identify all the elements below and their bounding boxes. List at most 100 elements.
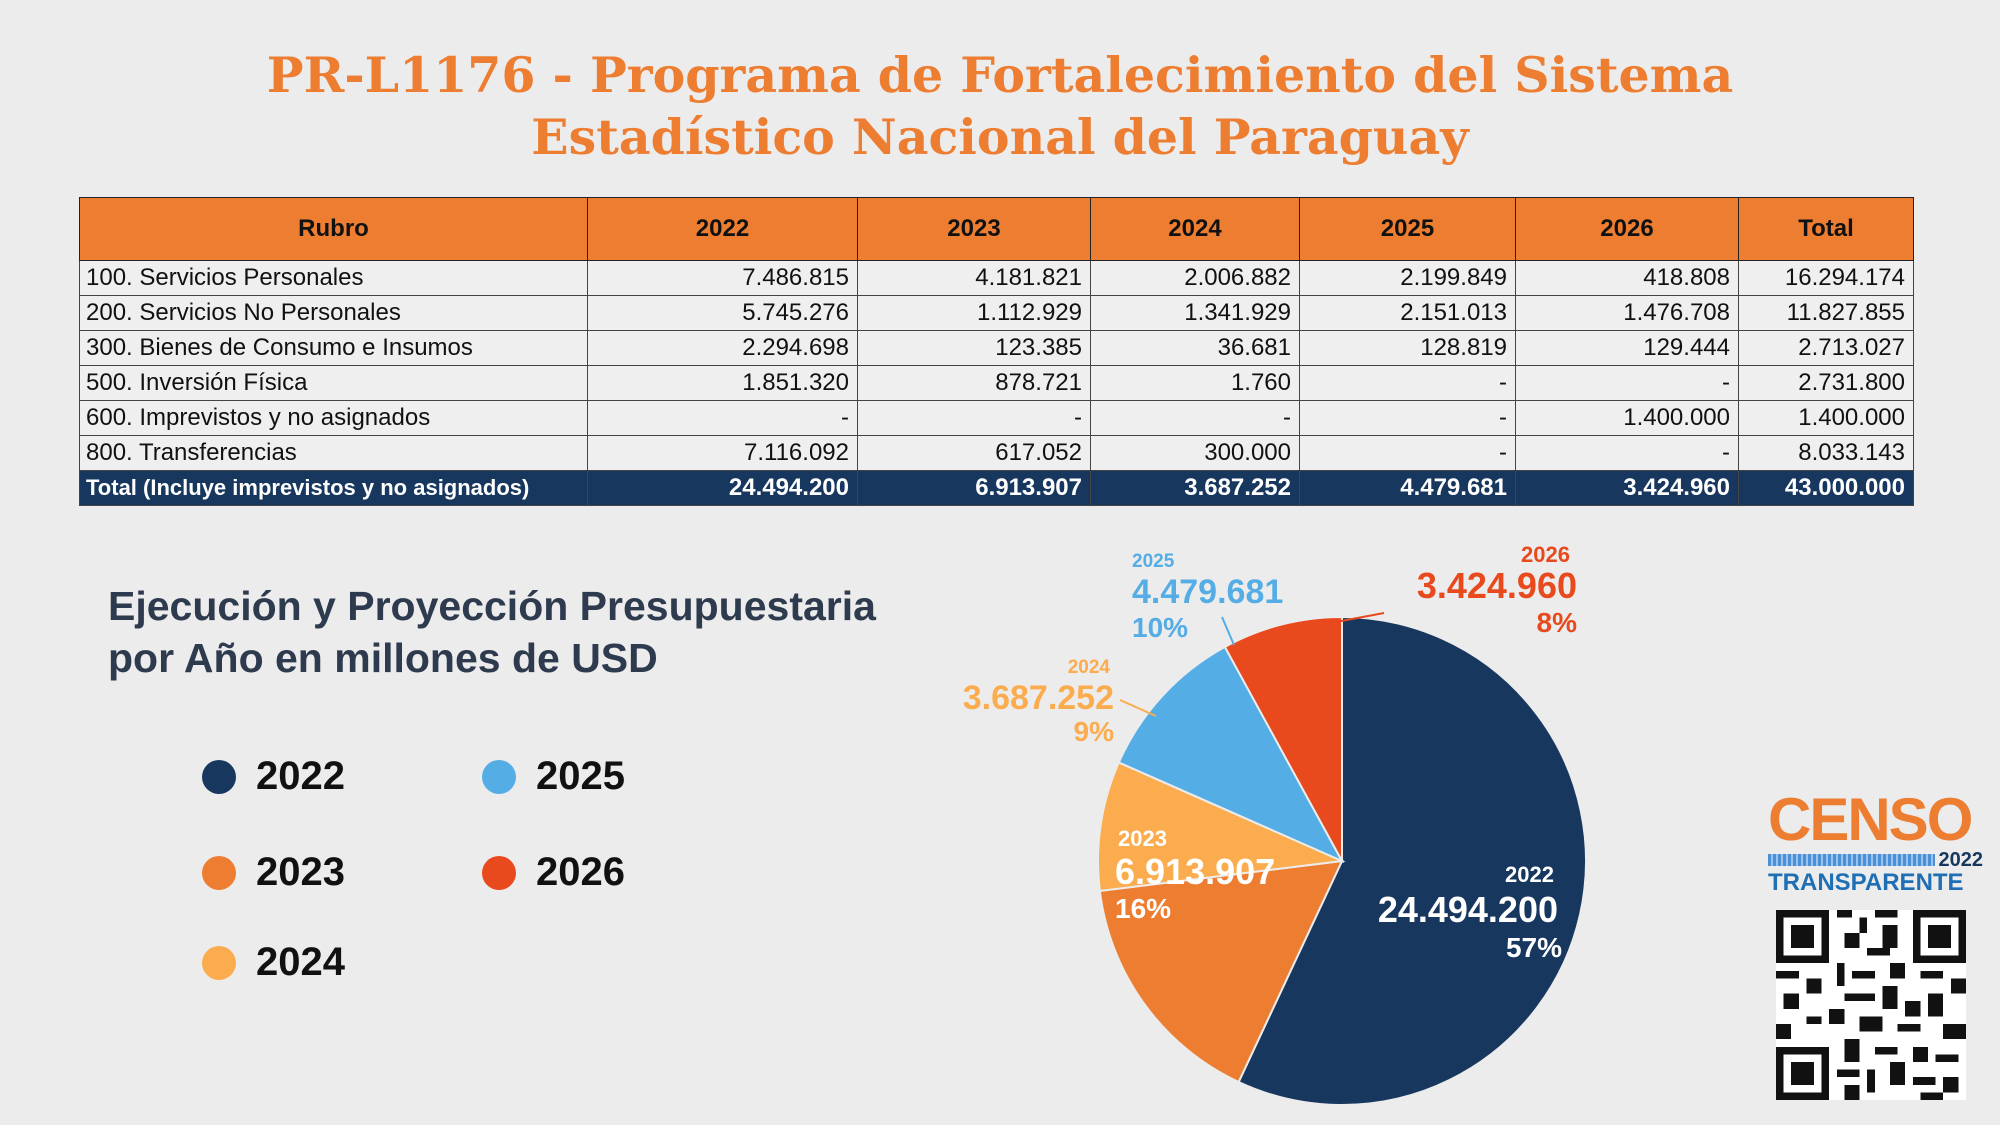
- table-cell: 1.341.929: [1090, 295, 1300, 331]
- table-cell: 500. Inversión Física: [79, 365, 588, 401]
- legend-swatch: [482, 855, 516, 890]
- table-total-row: Total (Incluye imprevistos y no asignado…: [79, 470, 1914, 506]
- legend-label: 2025: [536, 754, 625, 798]
- table-row: 100. Servicios Personales 7.486.815 4.18…: [79, 260, 1914, 296]
- pie-slice-2025: [1117, 645, 1345, 864]
- legend-item-2025: 2025: [482, 754, 625, 799]
- data-label-value-2026: 3.424.960: [1417, 565, 1577, 606]
- logo-censo-text: CENSO: [1768, 786, 1973, 853]
- page-title-line1: PR-L1176 - Programa de Fortalecimiento d…: [266, 46, 1734, 104]
- table-cell: 129.444: [1515, 330, 1739, 366]
- legend-item-2024: 2024: [202, 940, 345, 985]
- table-cell: 600. Imprevistos y no asignados: [79, 400, 588, 436]
- chart-title-line1: Ejecución y Proyección Presupuestaria: [108, 583, 876, 629]
- leader-line-2025: [1221, 616, 1235, 646]
- table-cell: 878.721: [857, 365, 1091, 401]
- col-header-total: Total: [1738, 197, 1914, 261]
- legend-item-2026: 2026: [482, 850, 625, 895]
- leader-line-2024: [1119, 699, 1157, 717]
- table-cell: Total (Incluye imprevistos y no asignado…: [79, 470, 588, 506]
- pie-slice-2026: [1223, 615, 1343, 862]
- chart-title-line2: por Año en millones de USD: [108, 635, 658, 681]
- table-cell: 300. Bienes de Consumo e Insumos: [79, 330, 588, 366]
- table-cell: 1.400.000: [1515, 400, 1739, 436]
- table-cell: 1.851.320: [587, 365, 858, 401]
- table-cell: 4.479.681: [1299, 470, 1516, 506]
- table-cell: 24.494.200: [587, 470, 858, 506]
- chart-title: Ejecución y Proyección Presupuestaria po…: [108, 580, 876, 684]
- table-cell: -: [1515, 435, 1739, 471]
- table-cell: 2.006.882: [1090, 260, 1300, 296]
- censo-logo: CENSO 2022 TRANSPARENTE: [1768, 790, 1983, 898]
- legend-item-2023: 2023: [202, 850, 345, 895]
- table-cell: 1.476.708: [1515, 295, 1739, 331]
- legend-label: 2023: [256, 850, 345, 894]
- data-label-value-2024: 3.687.252: [963, 679, 1114, 717]
- table-cell: -: [1299, 400, 1516, 436]
- table-row: 300. Bienes de Consumo e Insumos 2.294.6…: [79, 330, 1914, 366]
- logo-year: 2022: [1938, 848, 1984, 871]
- data-label-percent-2023: 16%: [1115, 893, 1171, 924]
- table-cell: 4.181.821: [857, 260, 1091, 296]
- data-label-value-2023: 6.913.907: [1115, 851, 1275, 892]
- col-header-2022: 2022: [587, 197, 858, 261]
- logo-stripe: 2022: [1768, 849, 1983, 871]
- leader-line-2026: [1335, 612, 1385, 623]
- table-cell: 1.400.000: [1738, 400, 1914, 436]
- logo-transparente: TRANSPARENTE: [1768, 869, 1964, 896]
- legend-item-2022: 2022: [202, 754, 345, 799]
- table-cell: 1.760: [1090, 365, 1300, 401]
- table-cell: 617.052: [857, 435, 1091, 471]
- legend-swatch: [202, 759, 236, 794]
- table-cell: 36.681: [1090, 330, 1300, 366]
- table-cell: -: [1299, 435, 1516, 471]
- table-header-row: Rubro 2022 2023 2024 2025 2026 Total: [79, 197, 1914, 261]
- legend-label: 2026: [536, 850, 625, 894]
- data-label-value-2025: 4.479.681: [1132, 573, 1283, 611]
- table-cell: 123.385: [857, 330, 1091, 366]
- table-cell: 100. Servicios Personales: [79, 260, 588, 296]
- page-title-line2: Estadístico Nacional del Paraguay: [531, 108, 1469, 166]
- data-label-year-2025: 2025: [1132, 551, 1175, 572]
- table-cell: 11.827.855: [1738, 295, 1914, 331]
- table-cell: 200. Servicios No Personales: [79, 295, 588, 331]
- table-cell: 5.745.276: [587, 295, 858, 331]
- table-cell: 7.486.815: [587, 260, 858, 296]
- table-row: 800. Transferencias 7.116.092 617.052 30…: [79, 435, 1914, 471]
- table-cell: 8.033.143: [1738, 435, 1914, 471]
- data-label-percent-2026: 8%: [1537, 607, 1578, 638]
- table-cell: 3.687.252: [1090, 470, 1300, 506]
- table-row: 500. Inversión Física 1.851.320 878.721 …: [79, 365, 1914, 401]
- table-cell: 800. Transferencias: [79, 435, 588, 471]
- table-cell: 7.116.092: [587, 435, 858, 471]
- table-cell: -: [1515, 365, 1739, 401]
- table-cell: 2.294.698: [587, 330, 858, 366]
- table-cell: 2.731.800: [1738, 365, 1914, 401]
- data-label-value-2022: 24.494.200: [1378, 889, 1558, 930]
- table-row: 200. Servicios No Personales 5.745.276 1…: [79, 295, 1914, 331]
- legend-label: 2022: [256, 754, 345, 798]
- pie-slice-2022: [1237, 615, 1587, 1106]
- pie-slice-2023: [1098, 859, 1344, 1084]
- table-cell: 128.819: [1299, 330, 1516, 366]
- legend-swatch: [202, 945, 236, 980]
- legend-swatch: [202, 855, 236, 890]
- legend-swatch: [482, 759, 516, 794]
- table-cell: 6.913.907: [857, 470, 1091, 506]
- table-cell: 1.112.929: [857, 295, 1091, 331]
- table-cell: -: [587, 400, 858, 436]
- data-label-percent-2022: 57%: [1506, 932, 1562, 963]
- qr-code: [1776, 910, 1966, 1100]
- table-cell: 43.000.000: [1738, 470, 1914, 506]
- table-cell: 16.294.174: [1738, 260, 1914, 296]
- data-label-year-2024: 2024: [1068, 657, 1111, 678]
- data-label-year-2022: 2022: [1505, 862, 1554, 887]
- data-label-year-2023: 2023: [1118, 826, 1167, 851]
- logo-pattern: [1768, 854, 1935, 866]
- data-label-year-2026: 2026: [1521, 542, 1570, 567]
- data-label-percent-2025: 10%: [1132, 612, 1188, 643]
- budget-table: Rubro 2022 2023 2024 2025 2026 Total 100…: [79, 197, 1914, 506]
- pie-slice-2024: [1097, 761, 1346, 893]
- table-row: 600. Imprevistos y no asignados - - - - …: [79, 400, 1914, 436]
